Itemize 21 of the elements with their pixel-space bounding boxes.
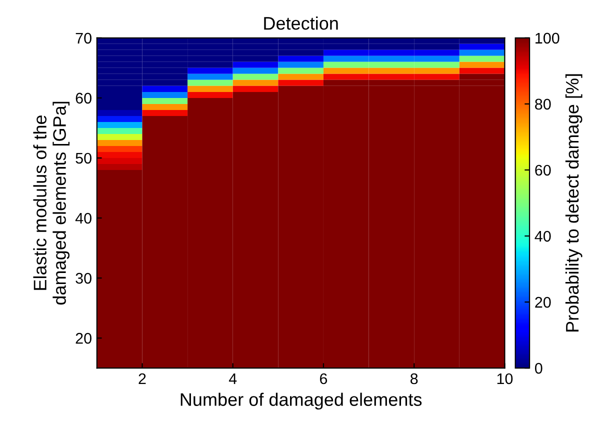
y-axis-title: Elastic modulus of the damaged elements [GPa]: [33, 102, 70, 305]
color-bar-label: 60: [535, 164, 551, 176]
x-tick-label: 8: [410, 373, 418, 384]
color-bar-label: 100: [536, 32, 560, 44]
x-tick-label: 2: [138, 373, 146, 384]
y-tick-label: 50: [76, 152, 92, 164]
color-bar-label: 40: [534, 230, 551, 242]
y-tick-label: 40: [75, 212, 92, 224]
color-bar-label: 0: [534, 362, 542, 374]
x-tick-label: 6: [320, 373, 328, 384]
chart-title: Detection: [264, 16, 338, 30]
y-tick-label: 60: [76, 92, 92, 104]
y-tick-label: 30: [76, 272, 92, 284]
color-bar-title: Probability to detect damage [%]: [565, 74, 582, 332]
y-tick-label: 20: [76, 332, 92, 344]
x-axis-title: Number of damaged elements: [180, 392, 422, 410]
x-tick-label: 4: [228, 373, 237, 384]
color-bar-label: 80: [535, 98, 551, 110]
x-tick-label: 10: [497, 373, 513, 384]
y-tick-label: 70: [76, 32, 92, 44]
color-bar-label: 20: [535, 296, 551, 308]
